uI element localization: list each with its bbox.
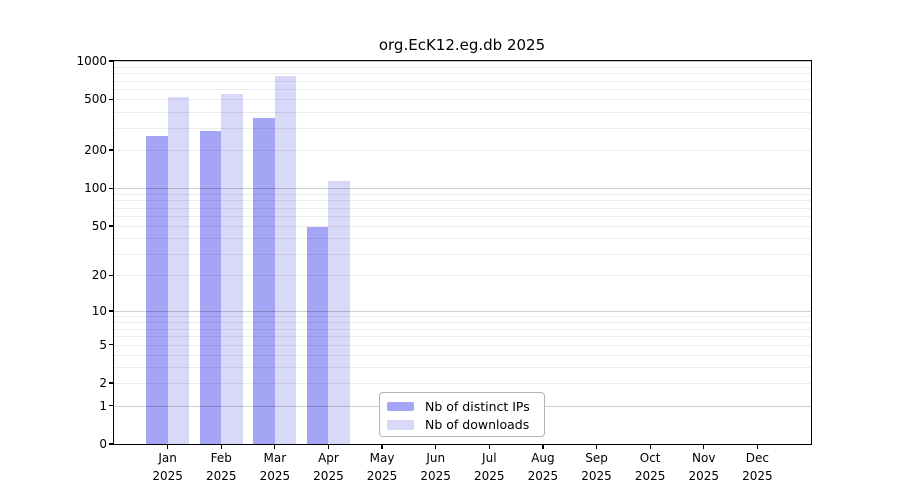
gridline-minor-20	[114, 275, 811, 277]
bar-feb-downloads	[221, 93, 243, 444]
x-tick-mark-aug	[542, 445, 544, 449]
y-tick-mark-1000	[109, 60, 113, 62]
bar-jan-distinct-ips	[146, 135, 168, 444]
y-tick-label-0: 0	[99, 437, 107, 451]
bar-feb-distinct-ips	[199, 131, 222, 444]
x-tick-label-jul: Jul 2025	[474, 451, 505, 483]
y-tick-mark-10	[109, 310, 113, 312]
y-tick-mark-100	[109, 187, 113, 189]
x-tick-mark-jan	[167, 445, 169, 449]
x-tick-label-mar: Mar 2025	[259, 451, 291, 483]
gridline-minor-50	[114, 226, 811, 228]
gridline-minor-300	[114, 127, 811, 129]
x-tick-label-feb: Feb 2025	[205, 451, 237, 483]
gridline-minor-200	[114, 150, 811, 151]
x-tick-mark-jun	[435, 445, 437, 449]
y-tick-mark-50	[109, 225, 113, 227]
gridline-minor-3	[114, 367, 811, 369]
legend-swatch-distinct-ips	[387, 401, 414, 411]
x-tick-label-nov: Nov 2025	[688, 451, 720, 483]
bar-apr-distinct-ips	[307, 227, 329, 444]
x-tick-mark-mar	[274, 445, 276, 449]
y-tick-label-500: 500	[84, 92, 107, 107]
y-tick-mark-500	[109, 98, 113, 100]
x-tick-label-sep: Sep 2025	[581, 451, 612, 483]
x-tick-label-apr: Apr 2025	[313, 451, 344, 483]
x-tick-label-jan: Jan 2025	[152, 451, 183, 483]
bar-jan-downloads	[167, 96, 189, 444]
gridline-minor-8	[114, 322, 811, 324]
x-tick-mark-jul	[488, 445, 490, 449]
gridline-minor-7	[114, 328, 811, 330]
legend-item-downloads: Nb of downloads	[387, 416, 544, 435]
y-tick-mark-2	[109, 382, 113, 384]
x-tick-mark-dec	[756, 445, 758, 449]
x-tick-label-oct: Oct 2025	[634, 451, 666, 483]
gridline-minor-40	[114, 238, 811, 240]
y-tick-label-1000: 1000	[76, 54, 107, 68]
gridline-minor-900	[114, 66, 811, 68]
y-tick-label-50: 50	[91, 219, 107, 234]
gridline-minor-9	[114, 316, 811, 318]
gridline-minor-5	[114, 344, 811, 346]
x-tick-mark-nov	[703, 445, 705, 449]
chart-title: org.EcK12.eg.db 2025	[378, 36, 546, 54]
y-tick-label-10: 10	[91, 304, 107, 319]
y-tick-label-5: 5	[99, 337, 107, 352]
x-tick-label-jun: Jun 2025	[420, 451, 451, 483]
y-tick-mark-0	[109, 443, 113, 445]
y-tick-mark-5	[109, 344, 113, 346]
bar-mar-downloads	[274, 76, 297, 444]
gridline-minor-6	[114, 336, 811, 338]
x-tick-label-aug: Aug 2025	[527, 451, 559, 483]
y-tick-label-1: 1	[99, 398, 107, 413]
x-tick-mark-sep	[595, 445, 598, 449]
gridline-minor-4	[114, 354, 811, 356]
gridline-minor-70	[114, 207, 811, 209]
x-tick-label-may: May 2025	[366, 451, 398, 483]
x-tick-label-dec: Dec 2025	[742, 451, 773, 483]
gridline-minor-800	[114, 73, 811, 75]
y-tick-mark-20	[109, 274, 113, 276]
gridline-minor-90	[114, 193, 811, 195]
y-tick-mark-1	[109, 404, 113, 407]
gridline-minor-700	[114, 80, 811, 82]
gridline-minor-80	[114, 200, 811, 202]
gridline-minor-400	[114, 111, 811, 113]
plot-area	[113, 60, 812, 445]
y-tick-label-200: 200	[84, 143, 107, 157]
x-tick-mark-apr	[327, 445, 330, 449]
y-tick-mark-200	[109, 149, 113, 151]
bar-apr-downloads	[328, 180, 350, 444]
gridline-major-10	[114, 311, 811, 313]
y-tick-label-2: 2	[99, 376, 107, 391]
legend-item-distinct-ips: Nb of distinct IPs	[387, 397, 544, 416]
gridline-minor-30	[114, 253, 811, 255]
gridline-minor-2	[114, 383, 811, 385]
legend-label-distinct-ips: Nb of distinct IPs	[425, 398, 530, 414]
gridline-major-1000	[114, 61, 811, 62]
bar-mar-distinct-ips	[253, 118, 275, 444]
x-tick-mark-oct	[649, 445, 651, 449]
y-tick-label-100: 100	[84, 181, 107, 196]
gridline-minor-500	[114, 99, 811, 101]
x-tick-mark-may	[381, 445, 383, 449]
legend-swatch-downloads	[387, 420, 414, 430]
y-tick-label-20: 20	[91, 268, 107, 283]
gridline-major-100	[114, 188, 811, 190]
gridline-minor-60	[114, 216, 811, 218]
legend-label-downloads: Nb of downloads	[425, 417, 530, 433]
x-tick-mark-feb	[220, 445, 222, 449]
gridline-minor-600	[114, 89, 811, 91]
legend: Nb of distinct IPs Nb of downloads	[379, 392, 545, 437]
